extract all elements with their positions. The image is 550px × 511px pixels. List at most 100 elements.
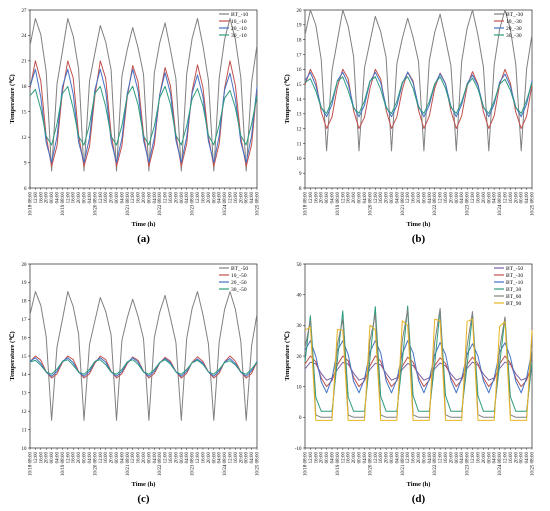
x-major-tick-label: 10/25 08:00 [256, 192, 261, 217]
legend-entry: BT_-10 [231, 12, 248, 18]
legend-entry: 20_-50 [231, 280, 247, 286]
x-axis-label: Time (h) [132, 481, 156, 488]
series-line [29, 85, 258, 146]
x-tick-label: 16:00 [201, 452, 206, 464]
x-tick-label: 04:00 [363, 192, 368, 204]
legend-entry: BT_-30 [506, 12, 523, 18]
legend-entry: 10_-10 [231, 19, 247, 25]
x-tick-label: 00:00 [245, 452, 250, 464]
x-major-tick-label: 10/18 08:00 [29, 192, 34, 217]
x-tick-label: 12:00 [503, 192, 508, 204]
y-tick-label: 17 [297, 53, 303, 58]
series-line [304, 340, 533, 394]
plot-frame [304, 9, 533, 189]
x-tick-label: 00:00 [115, 452, 120, 464]
y-tick-label: 50 [297, 263, 303, 268]
series-line [304, 318, 533, 421]
x-tick-label: 00:00 [83, 452, 88, 464]
series-line [29, 291, 258, 421]
x-tick-label: 16:00 [412, 452, 417, 464]
panel-label: (b) [412, 233, 426, 245]
y-tick-label: 20 [297, 9, 303, 14]
x-tick-label: 00:00 [455, 192, 460, 204]
legend-entry: BT_-30 [506, 273, 523, 279]
x-tick-label: 12:00 [164, 192, 169, 204]
x-tick-label: 12:00 [131, 452, 136, 464]
x-tick-label: 04:00 [525, 192, 530, 204]
x-tick-label: 12:00 [66, 452, 71, 464]
legend-entry: BT_90 [506, 301, 522, 307]
x-tick-label: 04:00 [395, 452, 400, 464]
x-major-tick-label: 10/19 08:00 [336, 192, 341, 217]
x-tick-label: 12:00 [99, 192, 104, 204]
x-tick-label: 16:00 [169, 192, 174, 204]
x-tick-label: 12:00 [309, 452, 314, 464]
y-tick-label: 27 [22, 9, 28, 14]
x-major-tick-label: 10/25 08:00 [256, 452, 261, 477]
x-tick-label: 20:00 [174, 192, 179, 204]
x-tick-label: 16:00 [444, 452, 449, 464]
x-tick-label: 20:00 [352, 452, 357, 464]
x-tick-label: 04:00 [88, 452, 93, 464]
x-tick-label: 00:00 [520, 192, 525, 204]
y-tick-label: 21 [22, 60, 28, 65]
x-tick-label: 20:00 [239, 452, 244, 464]
x-tick-label: 20:00 [77, 192, 82, 204]
x-major-tick-label: 10/23 08:00 [191, 192, 196, 217]
x-tick-label: 12:00 [34, 192, 39, 204]
x-tick-label: 16:00 [412, 192, 417, 204]
x-tick-label: 12:00 [164, 452, 169, 464]
x-tick-label: 12:00 [341, 452, 346, 464]
x-tick-label: 04:00 [428, 192, 433, 204]
y-tick-label: 9 [24, 161, 27, 166]
x-major-tick-label: 10/22 08:00 [433, 192, 438, 217]
panel-a: 6 9 12 15 18 21 24 27 Temperature (℃) 10/18 08:00… [8, 9, 261, 245]
legend-entry: 20_-30 [506, 26, 522, 32]
x-tick-label: 20:00 [110, 452, 115, 464]
y-tick-label: 30 [297, 324, 303, 329]
x-major-tick-label: 10/23 08:00 [466, 452, 471, 477]
x-tick-label: 04:00 [250, 192, 255, 204]
x-tick-label: 04:00 [153, 192, 158, 204]
x-axis-label: Time (h) [407, 481, 431, 488]
x-major-tick-label: 10/20 08:00 [368, 192, 373, 217]
x-tick-label: 16:00 [104, 452, 109, 464]
series-line [29, 359, 258, 375]
x-tick-label: 16:00 [379, 452, 384, 464]
y-axis-label: Temperature (℃) [283, 74, 291, 123]
y-tick-label: 24 [22, 34, 28, 39]
x-tick-label: 04:00 [218, 452, 223, 464]
x-tick-label: 16:00 [314, 452, 319, 464]
x-tick-label: 04:00 [185, 452, 190, 464]
x-tick-label: 04:00 [331, 192, 336, 204]
x-tick-label: 16:00 [347, 192, 352, 204]
y-tick-label: 19 [297, 24, 303, 29]
y-tick-label: 16 [22, 336, 28, 341]
x-axis-label: Time (h) [132, 221, 156, 228]
x-tick-label: 20:00 [385, 192, 390, 204]
x-tick-label: 04:00 [56, 192, 61, 204]
x-tick-label: 04:00 [460, 192, 465, 204]
x-tick-label: 00:00 [180, 452, 185, 464]
x-tick-label: 04:00 [395, 192, 400, 204]
x-tick-label: 16:00 [314, 192, 319, 204]
x-tick-label: 04:00 [250, 452, 255, 464]
x-major-tick-label: 10/18 08:00 [304, 452, 309, 477]
y-tick-label: 9 [299, 172, 302, 177]
x-tick-label: 04:00 [331, 452, 336, 464]
y-tick-label: 0 [299, 416, 302, 421]
panel-b: 8 9 10 11 12 13 14 15 16 17 18 19 20 Temperature (℃) 1… [283, 9, 536, 245]
legend-entry: 30_-30 [506, 33, 522, 39]
x-major-tick-label: 10/21 08:00 [401, 192, 406, 217]
x-major-tick-label: 10/19 08:00 [61, 192, 66, 217]
x-tick-label: 04:00 [120, 192, 125, 204]
y-tick-label: -10 [295, 447, 302, 452]
x-major-tick-label: 10/21 08:00 [126, 192, 131, 217]
x-tick-label: 20:00 [514, 192, 519, 204]
x-tick-label: 04:00 [120, 452, 125, 464]
y-tick-label: 15 [22, 111, 28, 116]
x-tick-label: 16:00 [234, 452, 239, 464]
panel-label: (a) [137, 233, 150, 245]
x-tick-label: 16:00 [509, 452, 514, 464]
